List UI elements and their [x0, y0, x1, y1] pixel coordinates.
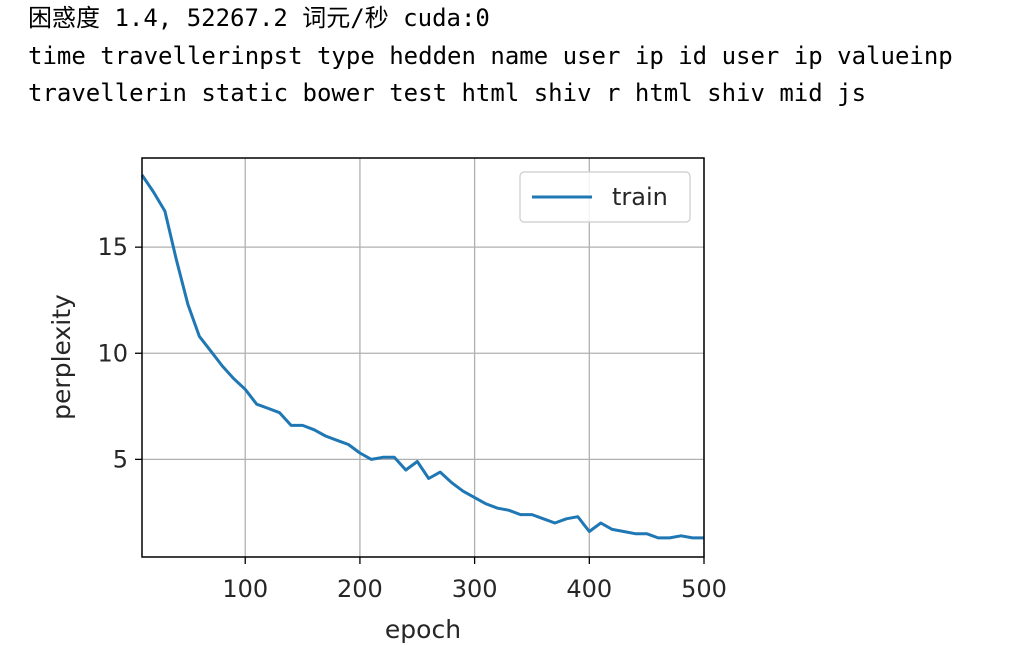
legend-train-label: train: [612, 183, 668, 211]
legend: train: [519, 171, 691, 223]
y-tick-label: 10: [97, 339, 128, 367]
perplexity-status-line: 困惑度 1.4, 52267.2 词元/秒 cuda:0: [28, 4, 490, 32]
generated-sample-line-2: travellerin static bower test html shiv …: [28, 79, 867, 107]
generated-sample-line-1: time travellerinpst type hedden name use…: [28, 42, 953, 70]
plot-frame: [141, 157, 705, 558]
legend-box: [519, 171, 691, 223]
x-tick-label: 100: [222, 575, 268, 603]
x-tick-label: 200: [337, 575, 383, 603]
train-series-line: [140, 174, 704, 540]
y-axis-label: perplexity: [47, 294, 76, 420]
y-tick-label: 5: [113, 445, 128, 473]
x-tick-label: 400: [566, 575, 612, 603]
x-tick-label: 300: [452, 575, 498, 603]
x-tick-label: 500: [681, 575, 727, 603]
y-tick-label: 15: [97, 233, 128, 261]
axis-ticks: 100 200 300 400 500 5 10 15: [97, 233, 726, 603]
x-axis-label: epoch: [385, 615, 461, 644]
